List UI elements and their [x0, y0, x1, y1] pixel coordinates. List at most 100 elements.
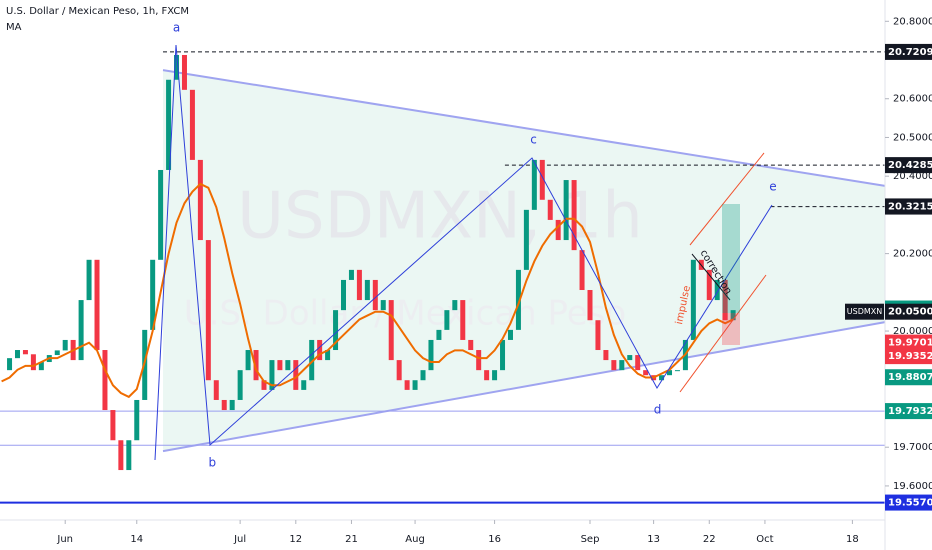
candle [14, 350, 20, 359]
candle [301, 380, 307, 390]
candle [341, 279, 347, 311]
symbol-tag-box [845, 303, 884, 320]
candle [404, 380, 410, 390]
ma-line [1, 182, 734, 399]
candle [595, 320, 601, 351]
candle [500, 339, 506, 371]
candle [62, 339, 68, 351]
x-tick-label: 18 [846, 534, 859, 545]
candle [317, 339, 323, 361]
price-label: 19.97016 [888, 338, 932, 349]
candle [174, 54, 180, 80]
target-zone [722, 204, 740, 313]
price-label-box [885, 198, 932, 215]
candle [285, 360, 291, 371]
x-tick-label: Jun [56, 534, 73, 545]
candle [30, 354, 36, 371]
candle [571, 180, 577, 251]
candle [484, 370, 490, 381]
price-label: 20.72091 [888, 47, 932, 58]
price-axis [885, 0, 932, 550]
y-tick-label: 20.80000 [893, 16, 932, 27]
price-label: 20.42855 [888, 160, 932, 171]
candle [22, 350, 28, 355]
candle [674, 370, 680, 372]
watermark-sub: U.S. Dollar / Mexican Peso [184, 294, 626, 334]
candle [78, 300, 84, 361]
wave-label: a [173, 20, 180, 34]
candle [627, 355, 633, 361]
candle [420, 370, 426, 381]
candle [150, 259, 156, 330]
candle [579, 250, 585, 291]
candle [539, 159, 545, 200]
candle [181, 54, 187, 90]
candle [205, 240, 211, 381]
x-tick-label: Aug [405, 534, 425, 545]
candle [722, 279, 728, 321]
price-label: 19.55701 [888, 498, 932, 509]
candle [643, 370, 649, 376]
x-tick-label: 22 [703, 534, 716, 545]
channel-line [689, 152, 765, 246]
candle [86, 259, 92, 301]
x-tick-label: Oct [756, 534, 773, 545]
price-label-box [885, 403, 932, 420]
wave-label: c [530, 132, 537, 146]
candle [706, 269, 712, 301]
candle [730, 310, 736, 321]
candle [237, 370, 243, 400]
triangle-upper [162, 69, 886, 187]
y-tick-label: 20.40000 [893, 171, 932, 182]
candle [364, 279, 370, 301]
wave-label: b [208, 456, 216, 470]
candle [460, 300, 466, 340]
candle [269, 360, 275, 390]
indicator-label: MA [6, 22, 22, 33]
candle [333, 310, 339, 351]
stop-zone [722, 313, 740, 345]
price-label: 20.3215 [888, 202, 932, 213]
candle [714, 279, 720, 301]
candle [611, 360, 617, 371]
candle [452, 300, 458, 311]
drawings [154, 44, 773, 461]
correction-line [691, 253, 731, 301]
candle [213, 380, 219, 400]
candle [523, 209, 529, 270]
candle [444, 310, 450, 330]
candle [277, 360, 283, 371]
price-label-box [885, 43, 932, 60]
y-tick-label: 19.60000 [893, 481, 932, 492]
candle [293, 360, 299, 390]
candle [563, 180, 569, 241]
candle [515, 269, 521, 330]
candle [396, 360, 402, 381]
candle [436, 329, 442, 340]
x-tick-label: 13 [647, 534, 660, 545]
price-label-box [885, 348, 932, 365]
candle [197, 159, 203, 241]
candle [126, 440, 132, 471]
candle [348, 269, 354, 280]
candle [325, 350, 331, 361]
x-tick-label: 16 [488, 534, 501, 545]
wave-label: d [654, 403, 662, 417]
candle [110, 410, 116, 441]
candle [221, 399, 227, 411]
wave-lines [154, 44, 773, 461]
y-tick-label: 20.50000 [893, 132, 932, 143]
candle [412, 380, 418, 390]
candle [118, 440, 124, 471]
watermark: USDMXN, 1h [237, 180, 643, 254]
candle [690, 259, 696, 340]
price-label-box [885, 494, 932, 511]
candle [388, 300, 394, 361]
symbol-tag: USDMXN [847, 307, 882, 316]
candle [309, 339, 315, 381]
candle [492, 370, 498, 381]
price-label-box [885, 157, 932, 174]
y-tick-label: 20.60000 [893, 94, 932, 105]
candle [102, 350, 108, 411]
